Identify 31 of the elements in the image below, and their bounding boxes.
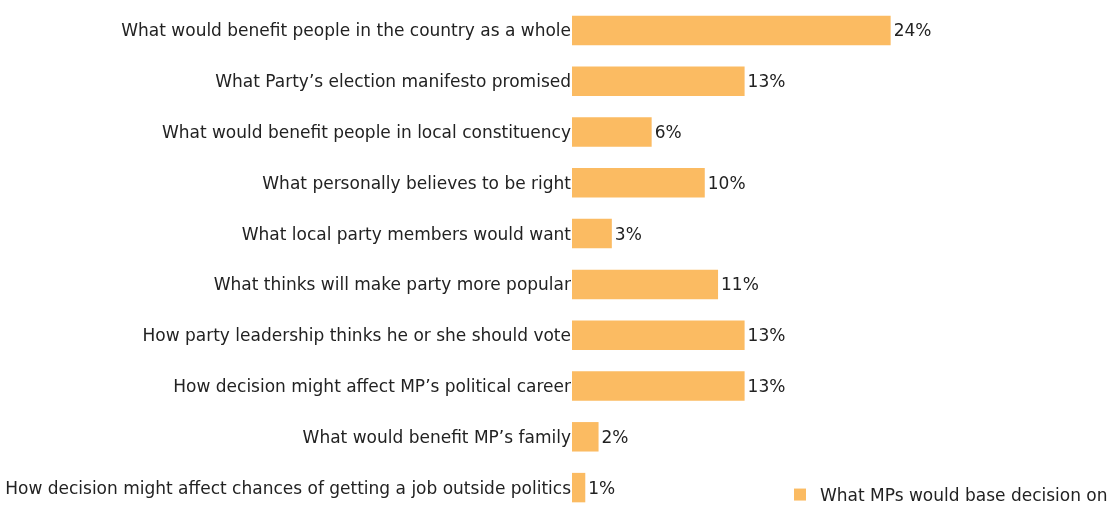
data-label: 3% (614, 223, 642, 244)
y-tick-label: What local party members would want (241, 223, 572, 244)
bar (572, 472, 586, 503)
bar (572, 371, 745, 401)
y-tick-label: What personally believes to be right (262, 172, 572, 193)
data-label: 1% (588, 477, 616, 498)
bar (572, 15, 891, 46)
data-label: 24% (893, 20, 932, 41)
bar (572, 117, 652, 147)
data-label: 13% (747, 325, 786, 346)
data-label: 13% (747, 71, 786, 92)
y-tick-label: How party leadership thinks he or she should vote (142, 325, 571, 346)
y-tick-label: What would benefit MP’s family (302, 426, 571, 447)
data-label: 13% (747, 376, 786, 396)
bar (572, 66, 745, 96)
data-label: 10% (707, 172, 746, 193)
y-tick-label: What thinks will make party more popular (213, 274, 572, 295)
y-tick-label: What Party’s election manifesto promised (215, 71, 571, 92)
y-tick-label: What would benefit people in the country as a whole (121, 20, 571, 41)
legend-label: What MPs would base decision on (820, 485, 1108, 506)
data-label: 2% (601, 426, 629, 447)
bar (572, 320, 745, 350)
bar (572, 269, 719, 300)
data-label: 11% (721, 274, 759, 295)
y-tick-label: How decision might affect MP’s political career (173, 375, 572, 396)
y-tick-label: What would benefit people in local constituency (161, 121, 571, 142)
y-tick-label: How decision might affect chances of getting a job outside politics (5, 477, 572, 498)
bar (572, 168, 705, 198)
bar (572, 422, 599, 452)
bar (572, 218, 612, 249)
data-label: 6% (654, 122, 682, 142)
